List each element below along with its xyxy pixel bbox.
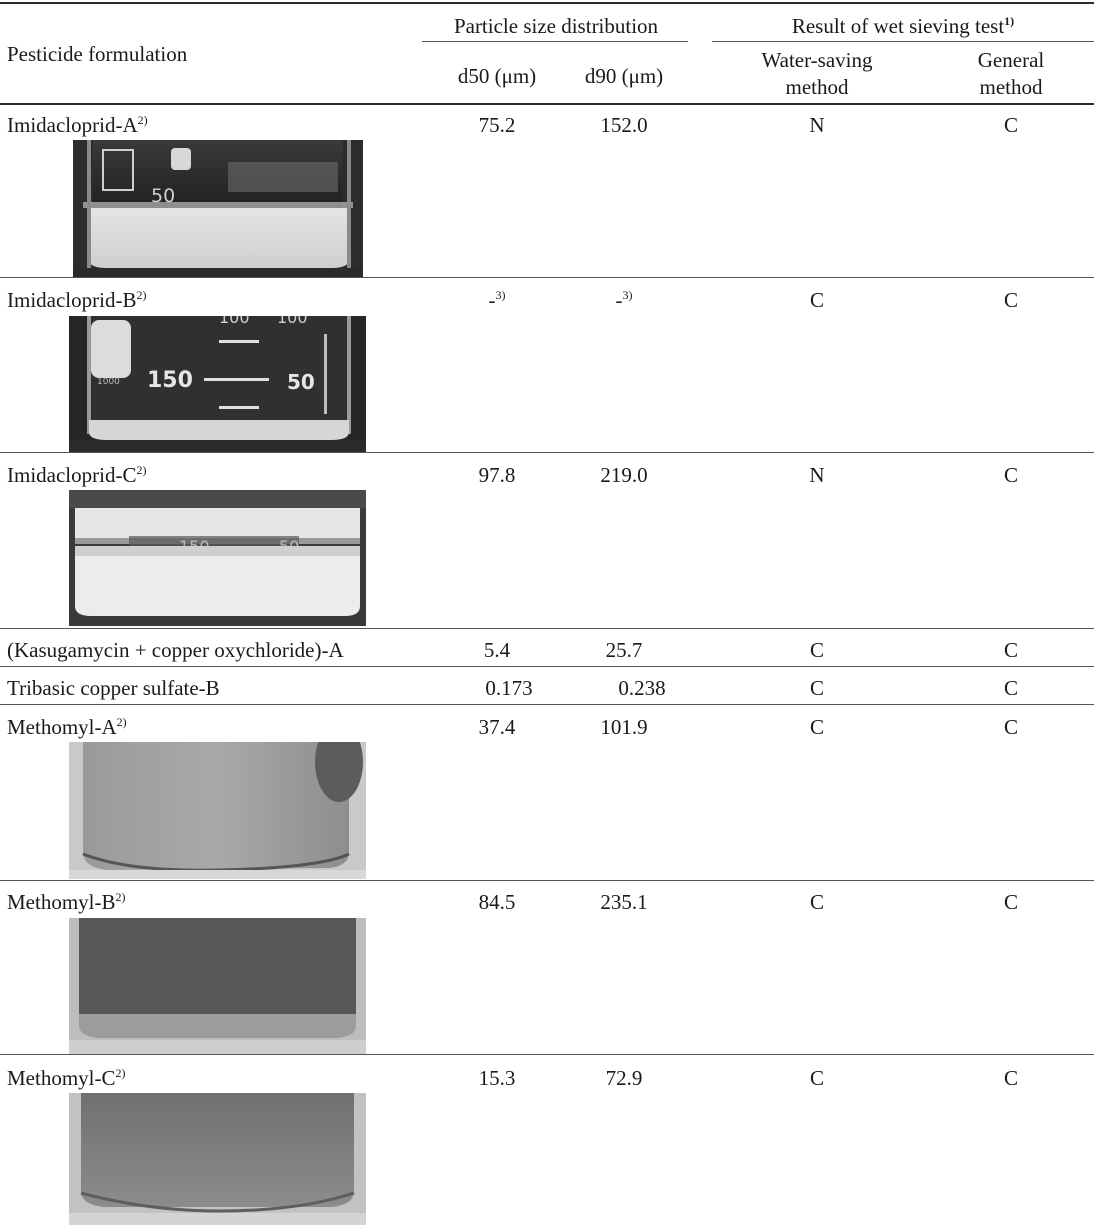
row-rule [0, 666, 1094, 667]
beaker-scale-small: 1000 [97, 377, 120, 387]
cell-d50: -3) [432, 288, 562, 312]
cell-water-saving: C [809, 890, 824, 914]
header-d90: d90 (μm) [584, 64, 664, 88]
row-rule [0, 704, 1094, 705]
row-footnote: 2) [136, 463, 147, 477]
row-name: Methomyl-C2) [7, 1066, 126, 1090]
cell-d50: 84.5 [478, 890, 516, 914]
row-footnote: 2) [115, 1066, 126, 1080]
row-rule [0, 1054, 1094, 1055]
row-name: Imidacloprid-A2) [7, 113, 148, 137]
cell-d90: -3) [560, 288, 688, 312]
header-water-saving: Water-saving method [732, 47, 902, 101]
row-name: Methomyl-B2) [7, 890, 126, 914]
row-rule [0, 452, 1094, 453]
row-name: (Kasugamycin + copper oxychloride)-A [7, 638, 344, 662]
beaker-photo [69, 742, 366, 879]
header-pesticide-formulation: Pesticide formulation [7, 42, 188, 66]
beaker-scale-50: 50 [287, 370, 315, 394]
cell-d90: 0.238 [618, 676, 666, 700]
cell-d90-footnote: 3) [622, 288, 633, 302]
row-footnote: 2) [115, 890, 126, 904]
beaker-photo: 100 100 150 50 1000 [69, 316, 366, 452]
psd-group-rule [422, 41, 688, 42]
row-name: Imidacloprid-C2) [7, 463, 146, 487]
cell-general: C [1003, 638, 1018, 662]
beaker-scale-label: 50 [151, 185, 175, 207]
beaker-photo: 50 [73, 140, 363, 277]
cell-d90: 235.1 [600, 890, 648, 914]
row-name-text: Imidacloprid-A [7, 113, 138, 137]
beaker-photo [69, 1093, 366, 1225]
cell-d50: 0.173 [485, 676, 533, 700]
row-footnote: 2) [137, 113, 148, 127]
cell-d90: 219.0 [600, 463, 648, 487]
top-rule [0, 2, 1094, 4]
cell-general: C [1003, 113, 1018, 137]
header-d50: d50 (μm) [457, 64, 537, 88]
cell-general: C [1003, 463, 1018, 487]
header-water-saving-line1: Water-saving [761, 48, 873, 72]
cell-d50-footnote: 3) [495, 288, 506, 302]
beaker-scale-50: 50 [279, 537, 299, 556]
beaker-scale-top-right: 100 [277, 316, 308, 327]
header-general: General method [946, 47, 1076, 101]
beaker-scale-150: 150 [147, 368, 193, 393]
cell-d50: 97.8 [478, 463, 516, 487]
cell-d50: 15.3 [478, 1066, 516, 1090]
row-name-text: Imidacloprid-B [7, 288, 137, 312]
cell-water-saving: C [809, 638, 824, 662]
row-name: Imidacloprid-B2) [7, 288, 146, 312]
cell-d90: 101.9 [600, 715, 648, 739]
wet-group-rule [712, 41, 1094, 42]
header-wet-sieving-note: 1) [1004, 14, 1015, 28]
row-footnote: 2) [136, 288, 147, 302]
header-water-saving-line2: method [785, 75, 849, 99]
cell-d90: 25.7 [605, 638, 643, 662]
cell-water-saving: N [809, 113, 825, 137]
row-name-text: Methomyl-B [7, 890, 116, 914]
cell-water-saving: C [809, 288, 824, 312]
cell-d50: 75.2 [478, 113, 516, 137]
cell-water-saving: C [809, 676, 824, 700]
header-general-line2: method [979, 75, 1043, 99]
row-name: Tribasic copper sulfate-B [7, 676, 220, 700]
cell-d90: 152.0 [600, 113, 648, 137]
row-name: Methomyl-A2) [7, 715, 127, 739]
cell-d50-value: - [488, 288, 496, 312]
cell-general: C [1003, 715, 1018, 739]
row-rule [0, 628, 1094, 629]
cell-general: C [1003, 676, 1018, 700]
row-name-text: Methomyl-A [7, 715, 117, 739]
cell-d90: 72.9 [605, 1066, 643, 1090]
cell-water-saving: N [809, 463, 825, 487]
beaker-scale-top-left: 100 [219, 316, 250, 327]
header-wet-sieving-label: Result of wet sieving test [791, 14, 1005, 38]
cell-general: C [1003, 1066, 1018, 1090]
cell-d90-value: - [615, 288, 623, 312]
row-name-text: Imidacloprid-C [7, 463, 137, 487]
header-particle-size-distribution: Particle size distribution [453, 14, 659, 38]
beaker-scale-150: 150 [179, 537, 210, 556]
header-bottom-rule [0, 103, 1094, 105]
cell-water-saving: C [809, 715, 824, 739]
cell-general: C [1003, 890, 1018, 914]
row-rule [0, 277, 1094, 278]
cell-d50: 5.4 [483, 638, 511, 662]
header-wet-sieving: Result of wet sieving test1) [712, 14, 1094, 38]
cell-general: C [1003, 288, 1018, 312]
beaker-photo: 150 50 [69, 490, 366, 626]
row-name-text: Methomyl-C [7, 1066, 116, 1090]
cell-water-saving: C [809, 1066, 824, 1090]
row-footnote: 2) [116, 715, 127, 729]
header-general-line1: General [977, 48, 1045, 72]
beaker-photo [69, 918, 366, 1054]
cell-d50: 37.4 [478, 715, 516, 739]
row-rule [0, 880, 1094, 881]
